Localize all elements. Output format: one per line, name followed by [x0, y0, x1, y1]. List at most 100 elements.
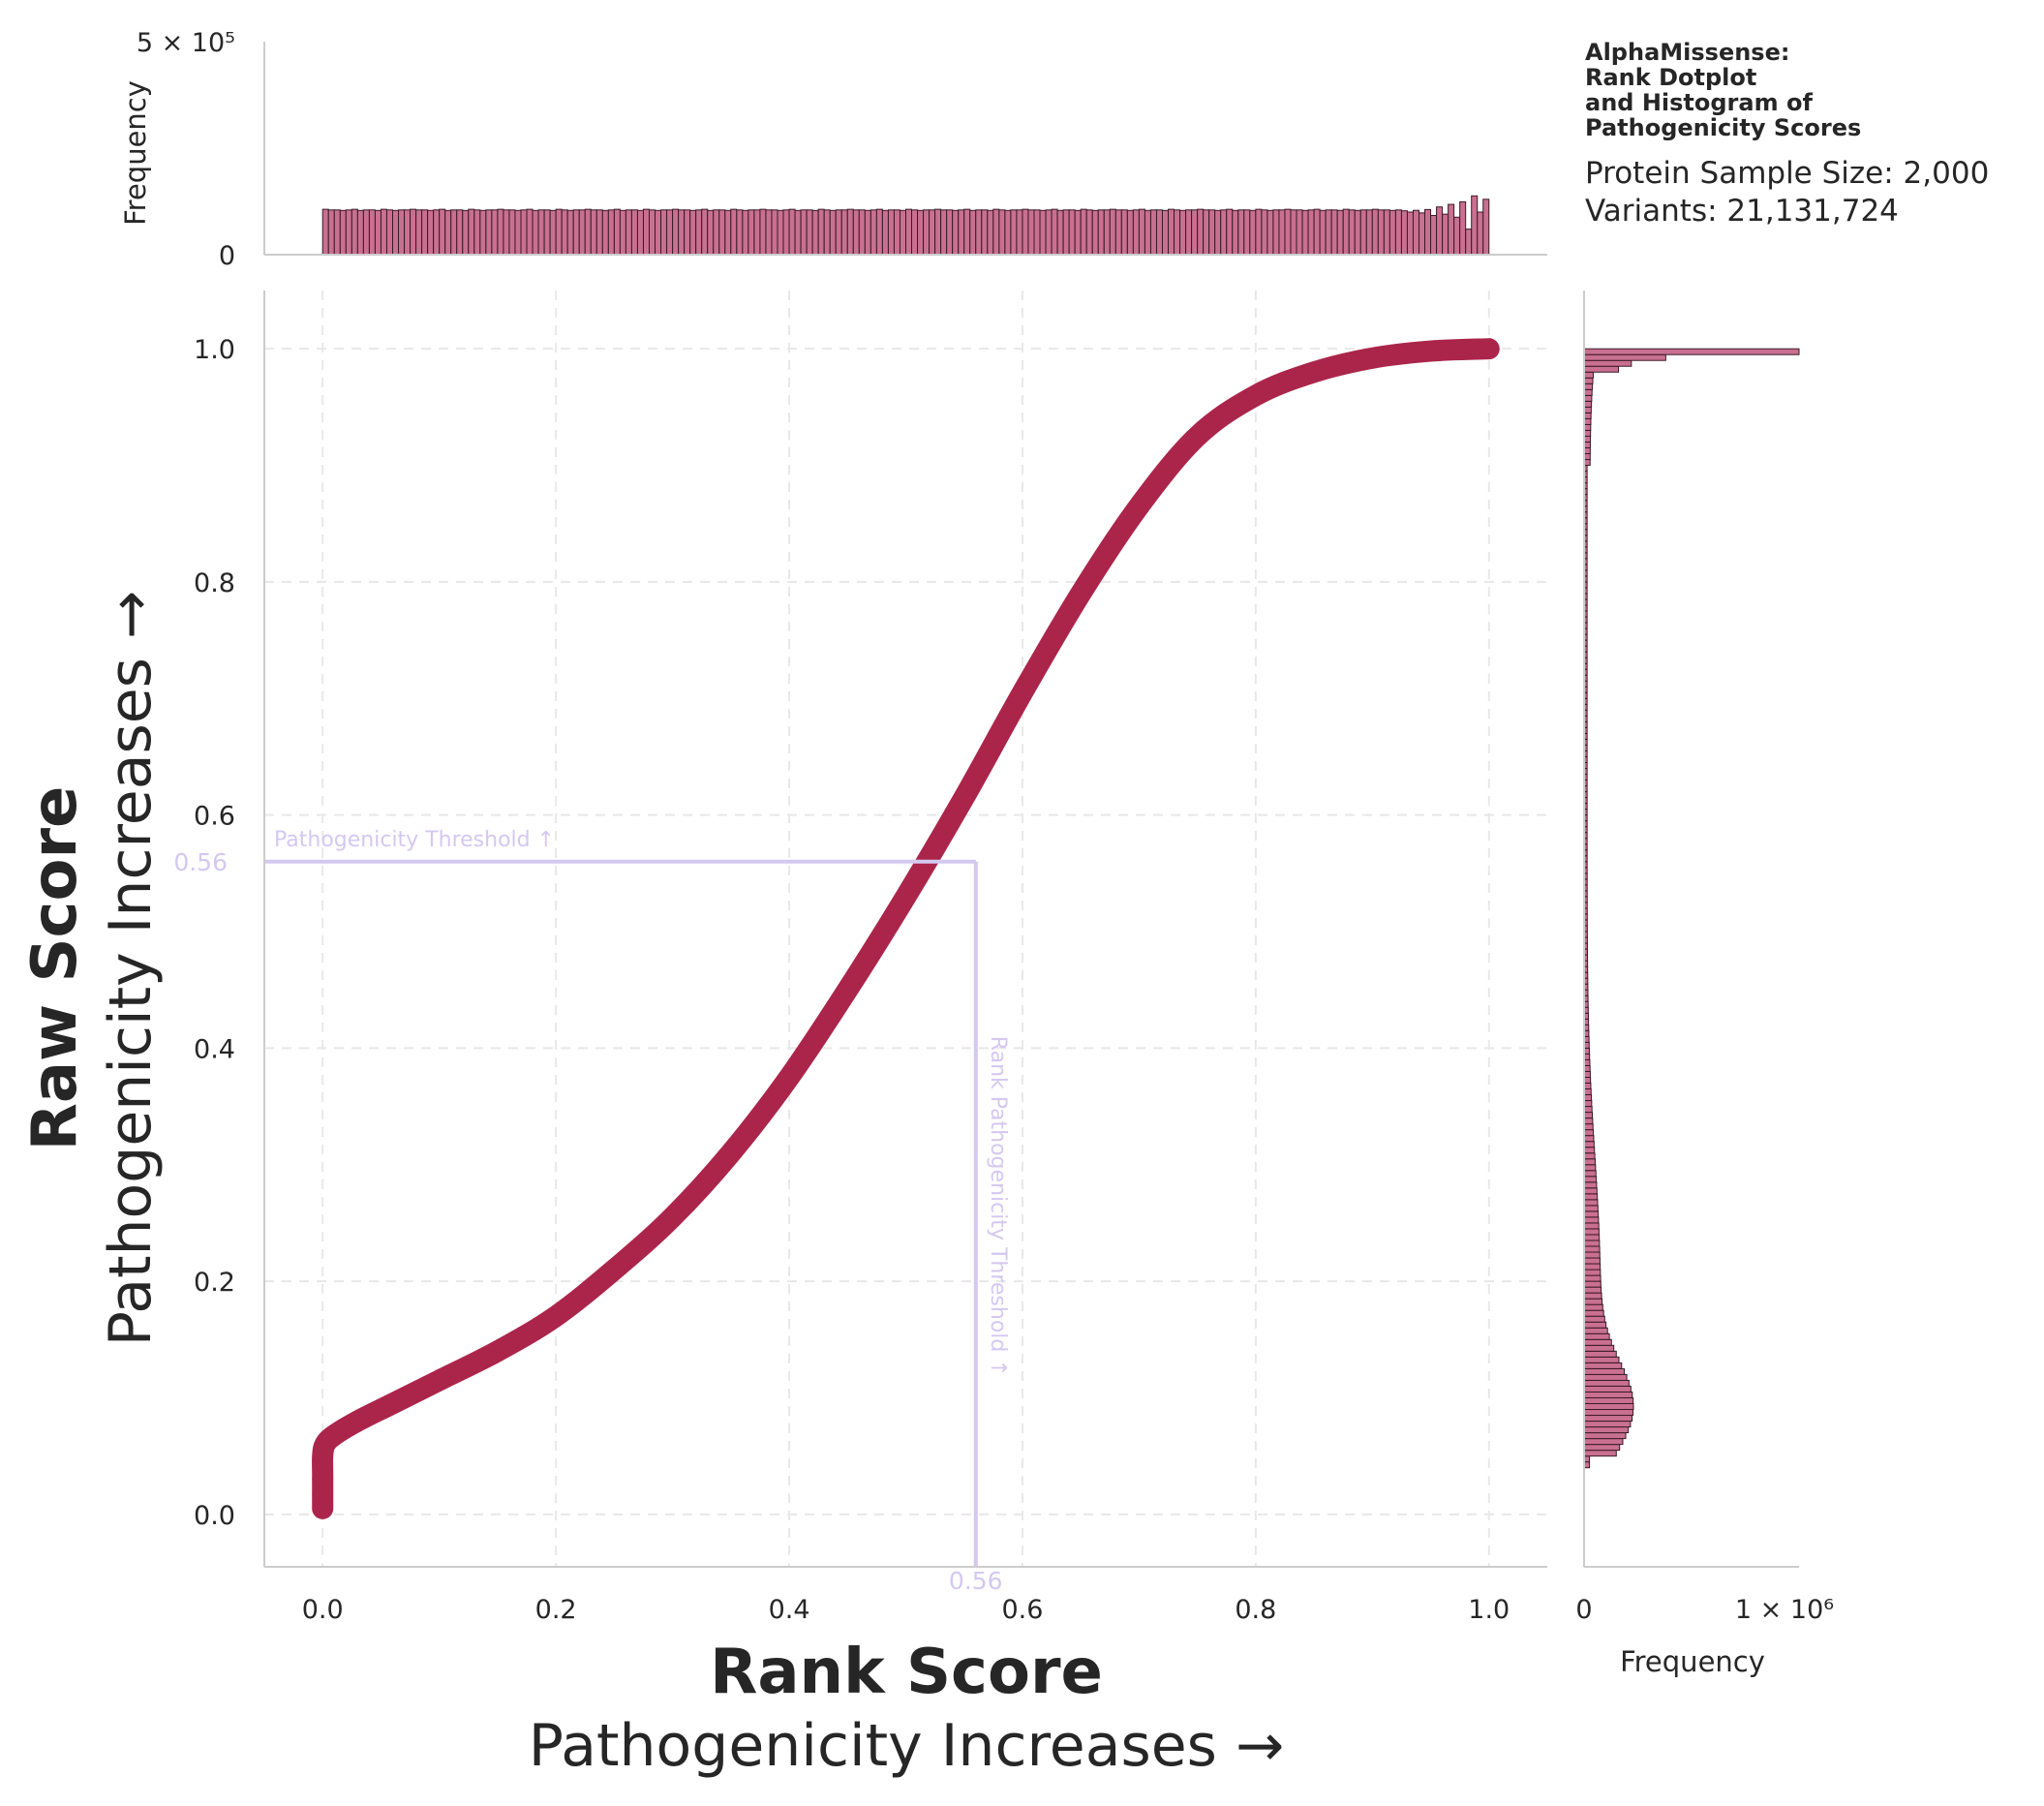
top-histogram-bar [1220, 209, 1228, 256]
top-histogram-bar [1045, 209, 1053, 256]
right-histogram-bar [1583, 1321, 1607, 1329]
top-histogram-bar [543, 209, 551, 256]
top-histogram-bar [1033, 209, 1041, 256]
top-histogram-bar [689, 209, 697, 256]
y-axis-subtitle: Pathogenicity Increases → [97, 591, 165, 1347]
top-histogram-bar [893, 209, 900, 256]
right-histogram-xlabel: Frequency [1620, 1645, 1765, 1678]
top-histogram-bar [636, 209, 644, 256]
top-histogram-bar [1056, 209, 1064, 256]
top-histogram-bar [1383, 209, 1390, 256]
top-histogram-bar [1471, 195, 1479, 256]
top-histogram-bar [724, 209, 732, 256]
right-histogram-bar [1583, 1152, 1596, 1160]
top-histogram-bar [1371, 208, 1379, 256]
top-histogram-bar [806, 209, 813, 256]
right-histogram-bar [1583, 1129, 1595, 1137]
top-histogram-bar [869, 209, 877, 256]
right-histogram-bar [1583, 1362, 1623, 1369]
top-histogram-bar [450, 209, 458, 256]
top-histogram-bar [368, 209, 376, 256]
threshold-lines [264, 859, 978, 1567]
top-histogram-bar [864, 209, 871, 256]
right-histogram-bar [1583, 1409, 1634, 1417]
top-histogram-bar [998, 209, 1006, 256]
top-histogram-bar [561, 209, 568, 256]
top-histogram-bar [946, 209, 954, 256]
top-histogram-bar [1039, 209, 1047, 256]
right-histogram-bar [1583, 1344, 1615, 1352]
x-tick-label: 0.6 [1001, 1595, 1043, 1625]
top-histogram-bar [1255, 208, 1263, 256]
top-histogram-bar [380, 208, 387, 256]
top-histogram-bar [625, 209, 632, 256]
top-histogram-bar [1359, 209, 1367, 256]
main-x-ticks: 0.0 0.2 0.4 0.6 0.8 1.0 [302, 1595, 1510, 1625]
top-histogram-bar [1342, 208, 1350, 256]
top-histogram-bar [1197, 208, 1205, 256]
top-histogram-bar [1132, 209, 1140, 256]
top-histogram-bar [514, 209, 522, 256]
right-histogram-bar [1583, 429, 1592, 437]
right-histogram-bar [1583, 1117, 1594, 1125]
top-histogram-bar [655, 209, 662, 256]
x-tick-label: 0.0 [302, 1595, 344, 1625]
chart-title: AlphaMissense: Rank Dotplot and Histogram … [1585, 39, 1861, 141]
right-histogram-bar [1583, 1421, 1632, 1428]
top-histogram-bar [759, 208, 767, 256]
right-histogram-bar [1583, 1112, 1594, 1119]
top-histogram-bar [771, 209, 778, 256]
top-histogram-bar [875, 208, 883, 256]
top-histogram-bar [508, 209, 516, 256]
top-histogram-bar [537, 209, 545, 256]
right-histogram-bar [1583, 1082, 1592, 1090]
top-histogram-bar [1062, 209, 1070, 256]
top-histogram-bar [578, 209, 586, 256]
top-histogram-bar [1243, 209, 1251, 256]
protein-sample-size: Protein Sample Size: 2,000 [1585, 156, 1989, 191]
right-histogram-bar [1583, 1379, 1630, 1387]
top-histogram-bar [1214, 209, 1222, 256]
top-histogram-bar [1442, 213, 1449, 256]
right-histogram-bar [1583, 388, 1593, 396]
scatter-point [312, 1497, 334, 1519]
scatter-point [312, 1468, 334, 1490]
chart-title-line: AlphaMissense: [1585, 39, 1789, 66]
x-threshold-marker-label: 0.56 [949, 1567, 1003, 1595]
top-histogram-bar [649, 209, 656, 256]
top-histogram-bar [1016, 209, 1023, 256]
right-histogram-bar [1583, 1245, 1601, 1253]
info-block: AlphaMissense: Rank Dotplot and Histogram … [1585, 39, 1989, 229]
top-histogram-bar [321, 208, 329, 256]
right-histogram-bar [1583, 371, 1595, 379]
right-histogram-bar [1583, 1391, 1633, 1398]
top-histogram-bar [782, 209, 790, 256]
right-histogram-bar [1583, 1170, 1597, 1178]
top-histogram-bar [607, 209, 615, 256]
right-histogram-bar [1583, 1327, 1608, 1334]
vertical-threshold-label: Rank Pathogenicity Threshold ↑ [986, 1036, 1010, 1377]
top-histogram-bar [975, 209, 983, 256]
top-histogram-bar [1377, 209, 1385, 256]
top-histogram-bar [1203, 209, 1210, 256]
main-y-ticks: 0.0 0.2 0.4 0.6 0.8 1.0 [194, 335, 235, 1531]
top-histogram-bar [1424, 208, 1432, 256]
top-histogram-bar [566, 209, 574, 256]
top-histogram-bar [1144, 209, 1151, 256]
top-histogram-bar [713, 209, 720, 256]
right-histogram-bar [1583, 1216, 1600, 1224]
right-histogram-bar [1583, 1205, 1599, 1212]
top-histogram-bar [1155, 209, 1164, 256]
top-histogram-bar [1149, 209, 1157, 256]
top-histogram-bar [1074, 209, 1082, 256]
y-tick-label: 1.0 [194, 335, 235, 365]
top-histogram-bar [1477, 211, 1484, 256]
top-histogram-bar [491, 209, 499, 256]
top-histogram-bar [1272, 209, 1280, 256]
x-tick-label: 0.2 [535, 1595, 577, 1625]
right-histogram-bar [1583, 1303, 1603, 1311]
top-histogram-bar [1226, 208, 1234, 256]
top-histogram-bar [911, 209, 919, 256]
top-histogram-bar [1336, 209, 1344, 256]
right-histogram-bars [1583, 348, 1800, 1469]
